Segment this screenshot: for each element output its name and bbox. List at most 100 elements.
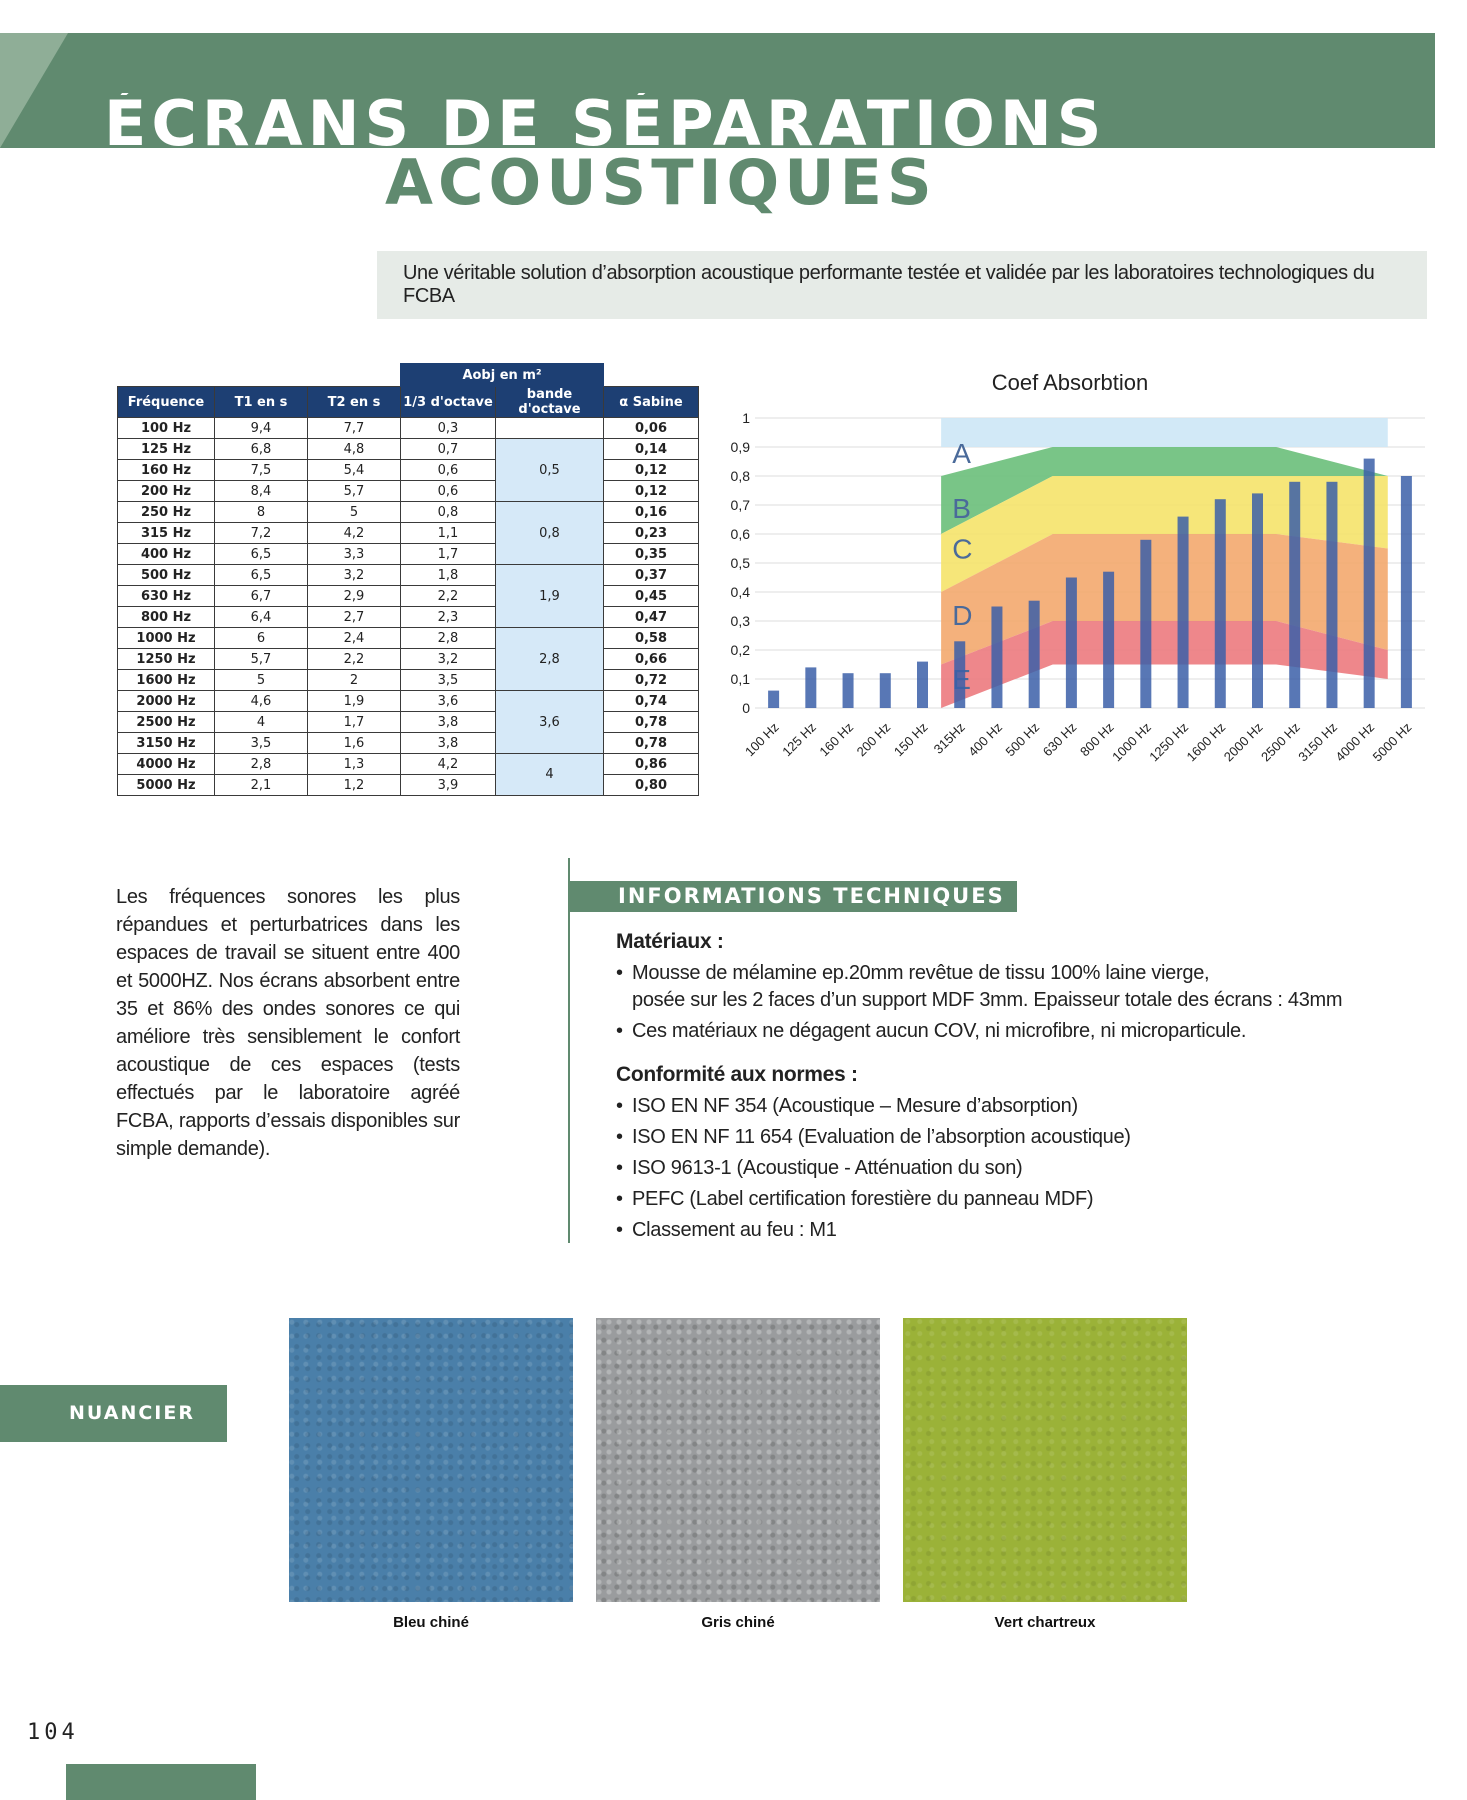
absorption-table: Aobj en m² Fréquence T1 en s T2 en s 1/3… (117, 363, 699, 796)
table-row: 400 Hz 6,5 3,3 1,7 0,35 (117, 543, 699, 565)
table-cell: 0,12 (603, 459, 699, 481)
table-cell: 1000 Hz (117, 627, 215, 649)
norm-item: ISO EN NF 11 654 (Evaluation de l’absorp… (632, 1126, 1131, 1148)
octave-band-cell: 0,8 (495, 501, 604, 565)
table-row: 4000 Hz 2,8 1,3 4,2 4 0,86 (117, 753, 699, 796)
bar (1177, 516, 1189, 708)
materials-list: • Mousse de mélamine ep.20mm revêtue de t… (616, 960, 1416, 1045)
table-cell: 3150 Hz (117, 732, 215, 754)
norm-item: ISO EN NF 354 (Acoustique – Mesure d’abs… (632, 1095, 1078, 1117)
table-cell: 2,2 (307, 648, 401, 670)
bar (1140, 539, 1152, 708)
y-tick-label: 1 (742, 410, 750, 426)
table-row: 125 Hz 6,8 4,8 0,7 0,5 0,14 (117, 438, 699, 502)
table-cell: 315 Hz (117, 522, 215, 544)
y-tick-label: 0,2 (731, 642, 751, 658)
table-cell: 4,2 (307, 522, 401, 544)
table-cell: 0,6 (400, 459, 496, 481)
table-cell: 5000 Hz (117, 774, 215, 796)
y-tick-label: 0 (742, 700, 750, 716)
x-tick-label: 500 Hz (1003, 720, 1043, 760)
table-cell: 2,3 (400, 606, 496, 628)
y-tick-label: 0,9 (731, 439, 751, 455)
table-cell: 0,8 (400, 501, 496, 523)
info-body: Matériaux : • Mousse de mélamine ep.20mm … (616, 930, 1416, 1248)
table-cell: 8 (214, 501, 308, 523)
norm-item: PEFC (Label certification forestière du … (632, 1188, 1094, 1210)
table-cell: 0,86 (603, 753, 699, 775)
table-cell: 8,4 (214, 480, 308, 502)
class-label-d: D (952, 600, 972, 631)
x-tick-label: 630 Hz (1040, 720, 1080, 760)
table-cell: 1,9 (307, 690, 401, 712)
swatch-label: Bleu chiné (393, 1614, 469, 1631)
table-cell: 2,2 (400, 585, 496, 607)
list-item: • ISO 9613-1 (Acoustique - Atténuation du… (616, 1157, 1023, 1179)
table-cell: 4,8 (307, 438, 401, 460)
bar (1252, 493, 1263, 708)
table-cell: 0,78 (603, 732, 699, 754)
table-cell: 4,6 (214, 690, 308, 712)
table-row: 200 Hz 8,4 5,7 0,6 0,12 (117, 480, 699, 502)
x-tick-label: 2000 Hz (1221, 720, 1266, 765)
table-header-row: Fréquence T1 en s T2 en s 1/3 d'octave b… (117, 386, 699, 418)
table-cell: 3,6 (400, 690, 496, 712)
bar (1214, 499, 1226, 708)
table-cell: 0,80 (603, 774, 699, 796)
x-tick-label: 400 Hz (965, 720, 1005, 760)
table-cell: 3,9 (400, 774, 496, 796)
table-cell (495, 417, 604, 439)
info-divider (568, 858, 570, 1243)
swatch-bleu-chine (289, 1318, 573, 1602)
bar (768, 690, 780, 708)
table-cell: 2500 Hz (117, 711, 215, 733)
footer-bar (66, 1764, 256, 1800)
table-cell: 6,5 (214, 543, 308, 565)
table-cell: 0,45 (603, 585, 699, 607)
swatch-label: Vert chartreux (994, 1614, 1096, 1631)
material-line: Ces matériaux ne dégagent aucun COV, ni … (632, 1020, 1247, 1042)
bar (1028, 600, 1040, 708)
table-cell: 2,4 (307, 627, 401, 649)
zone-a (941, 418, 1388, 447)
x-tick-label: 1600 Hz (1184, 720, 1229, 765)
table-cell: 4,2 (400, 753, 496, 775)
norm-item: ISO 9613-1 (Acoustique - Atténuation du … (632, 1157, 1023, 1179)
table-row: 250 Hz 8 5 0,8 0,8 0,16 (117, 501, 699, 565)
materials-title: Matériaux : (616, 930, 724, 953)
x-tick-label: 1000 Hz (1109, 720, 1154, 765)
col-third-octave: 1/3 d'octave (400, 386, 496, 418)
table-cell: 630 Hz (117, 585, 215, 607)
table-row: 1250 Hz 5,7 2,2 3,2 0,66 (117, 648, 699, 670)
table-row: 315 Hz 7,2 4,2 1,1 0,23 (117, 522, 699, 544)
col-t2: T2 en s (307, 386, 401, 418)
info-heading: INFORMATIONS TECHNIQUES (570, 881, 1017, 912)
table-cell: 0,78 (603, 711, 699, 733)
list-item: • Mousse de mélamine ep.20mm revêtue de t… (616, 960, 1416, 1014)
y-tick-label: 0,7 (731, 497, 751, 513)
table-cell: 3,5 (214, 732, 308, 754)
x-tick-label: 3150 Hz (1295, 720, 1340, 765)
table-cell: 5 (307, 501, 401, 523)
x-tick-label: 160 Hz (816, 720, 856, 760)
table-row: 2500 Hz 4 1,7 3,8 0,78 (117, 711, 699, 733)
x-tick-label: 315Hz (931, 720, 968, 757)
table-cell: 4 (214, 711, 308, 733)
table-cell: 500 Hz (117, 564, 215, 586)
col-frequence: Fréquence (117, 386, 215, 418)
table-cell: 100 Hz (117, 417, 215, 439)
table-cell: 250 Hz (117, 501, 215, 523)
table-cell: 2,7 (307, 606, 401, 628)
norm-item: Classement au feu : M1 (632, 1219, 837, 1241)
col-alpha-sabine: α Sabine (603, 386, 699, 418)
table-cell: 4000 Hz (117, 753, 215, 775)
table-cell: 0,7 (400, 438, 496, 460)
bar (1363, 458, 1375, 708)
material-line: Mousse de mélamine ep.20mm revêtue de ti… (632, 962, 1210, 984)
octave-band-cell: 1,9 (495, 564, 604, 628)
table-row: 500 Hz 6,5 3,2 1,8 1,9 0,37 (117, 564, 699, 628)
col-t1: T1 en s (214, 386, 308, 418)
table-row: 5000 Hz 2,1 1,2 3,9 0,80 (117, 774, 699, 796)
x-tick-label: 5000 Hz (1370, 720, 1415, 765)
table-cell: 1,3 (307, 753, 401, 775)
